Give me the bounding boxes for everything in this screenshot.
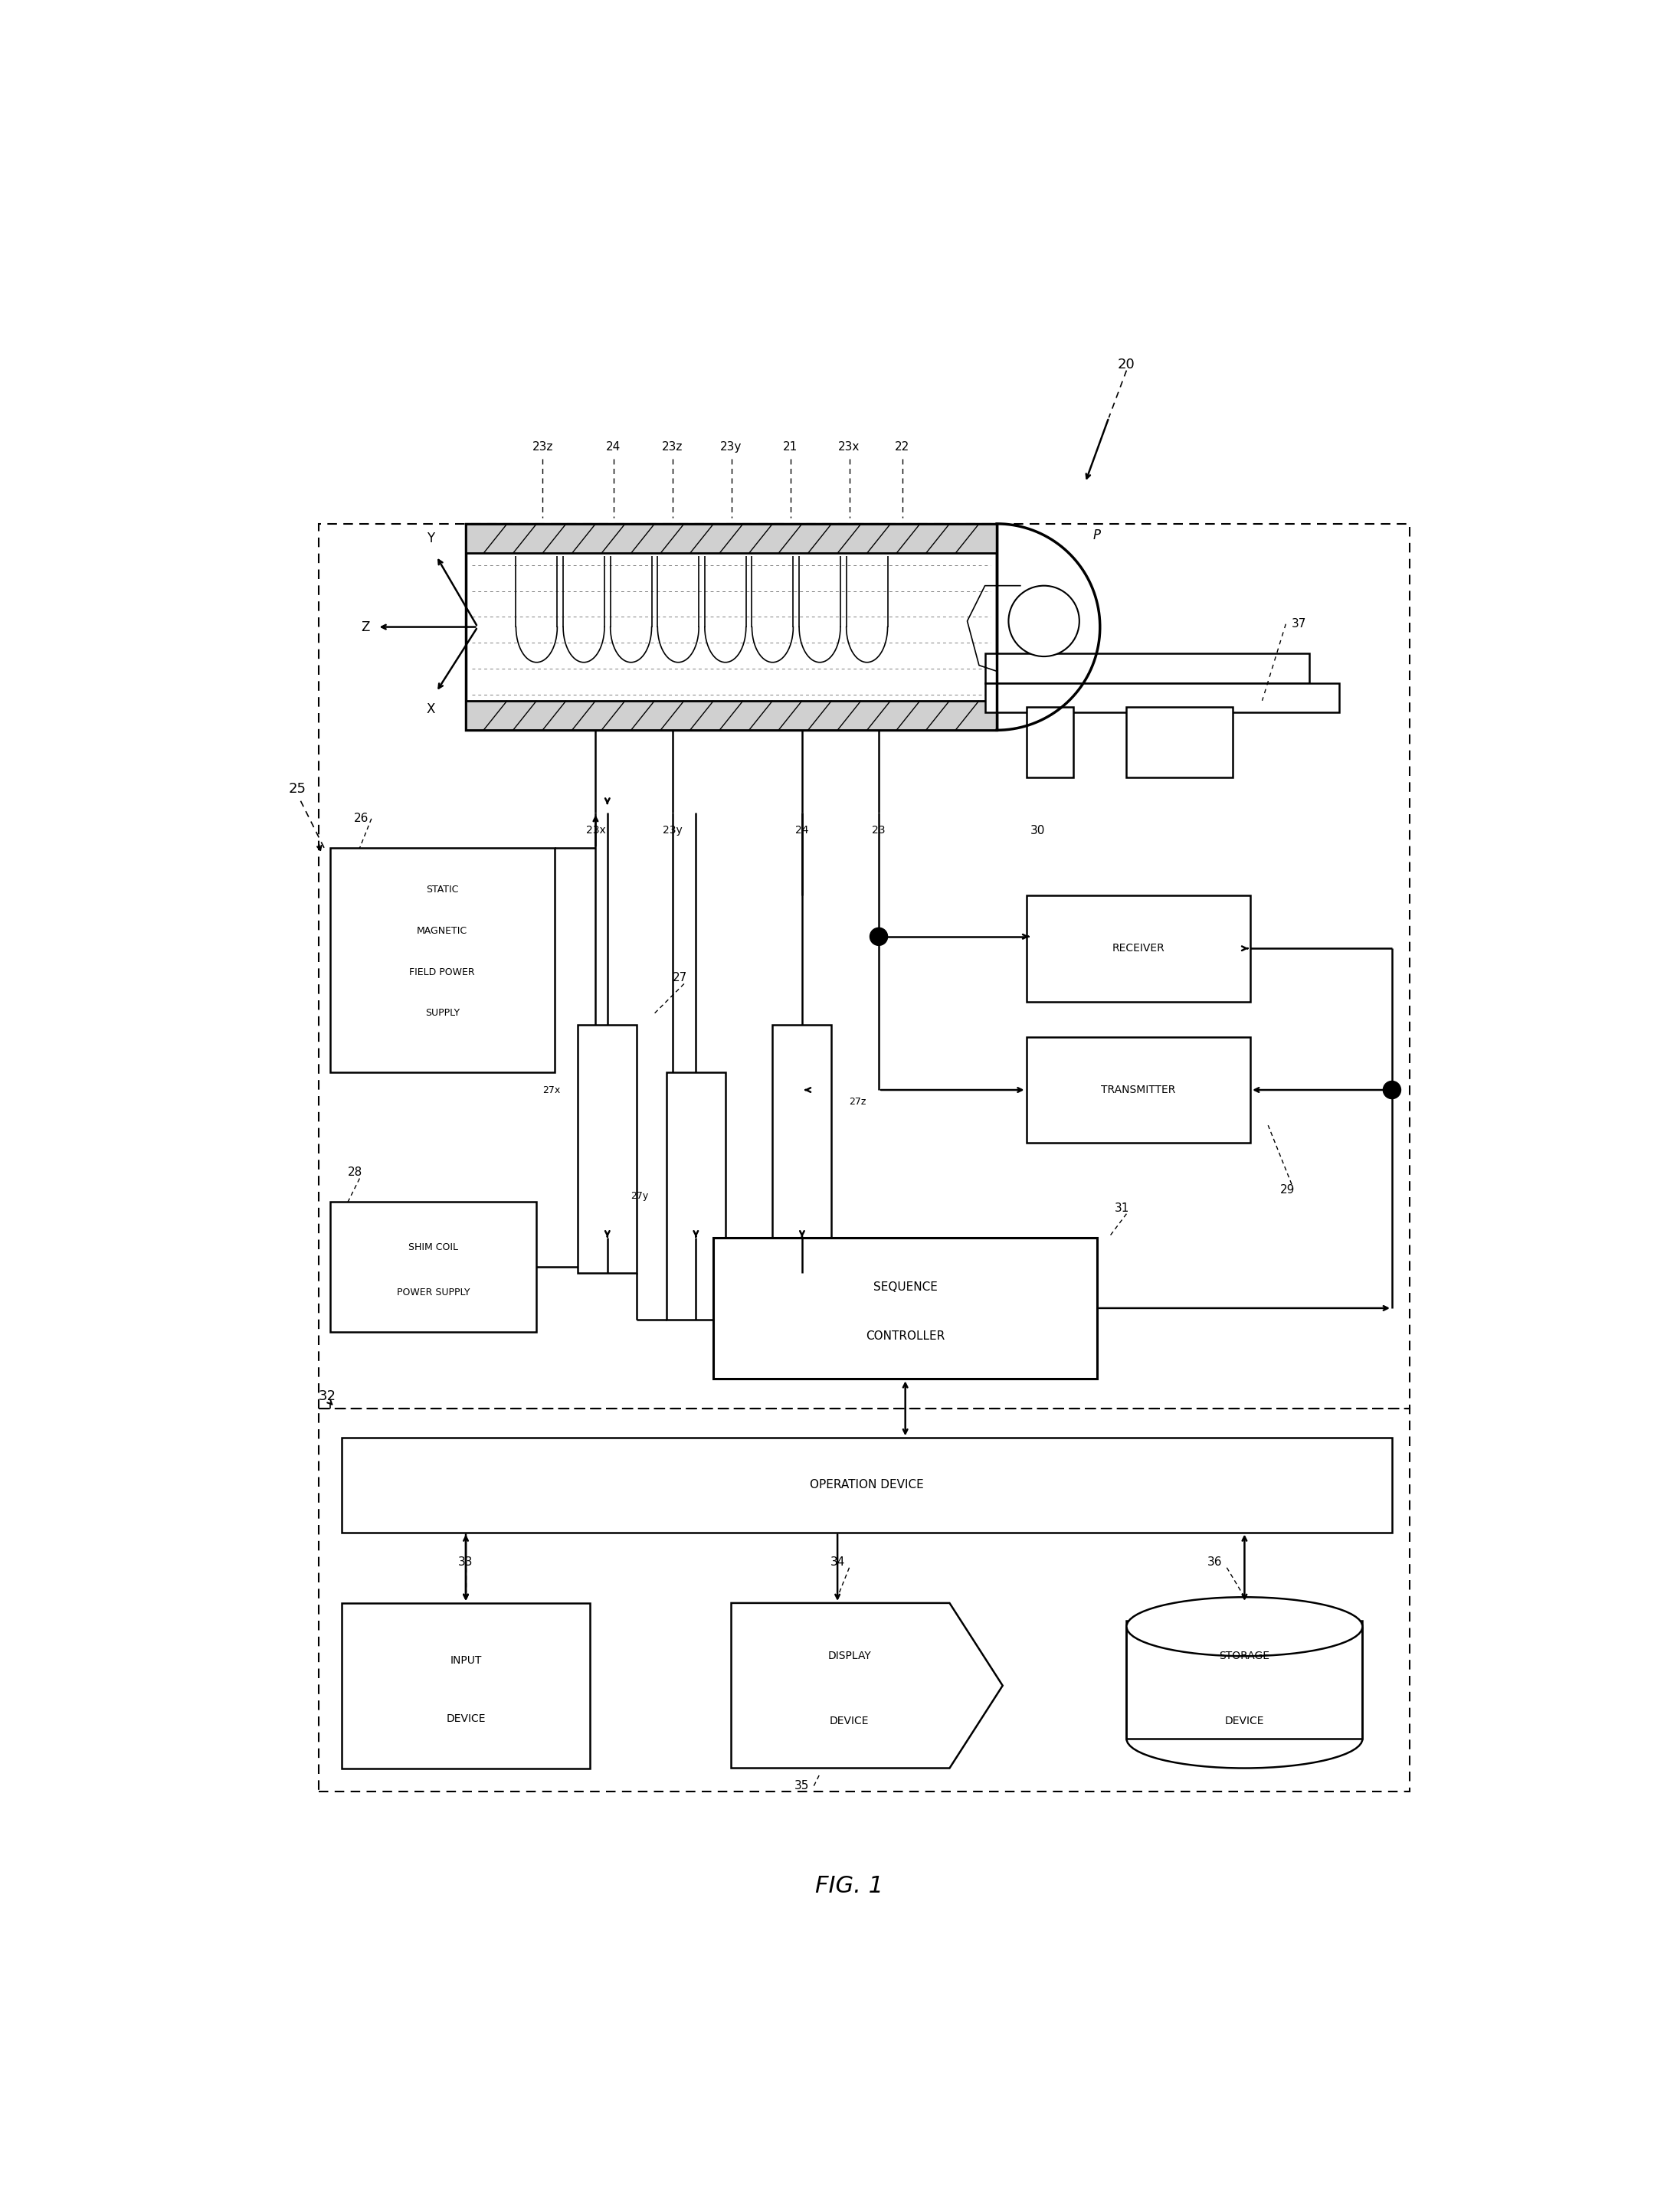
Text: DEVICE: DEVICE [446,1714,486,1723]
Text: TRANSMITTER: TRANSMITTER [1102,1084,1175,1095]
Text: P: P [1093,529,1102,542]
Bar [1027,1037,1250,1144]
Text: 25: 25 [290,783,306,796]
Bar [985,653,1310,684]
Text: 24: 24 [606,442,621,453]
Text: 36: 36 [1208,1555,1223,1568]
Bar [341,1604,589,1767]
Text: POWER SUPPLY: POWER SUPPLY [396,1287,469,1298]
Bar [1027,896,1250,1002]
Bar [329,1201,536,1332]
Polygon shape [730,1604,1003,1767]
Text: SHIM COIL: SHIM COIL [408,1243,458,1252]
Text: X: X [426,703,434,717]
Text: 32: 32 [318,1389,336,1402]
Text: DEVICE: DEVICE [1225,1717,1265,1725]
Bar [714,1237,1097,1378]
Text: 27x: 27x [542,1084,561,1095]
Text: STORAGE: STORAGE [1220,1650,1270,1661]
Text: 35: 35 [795,1781,809,1792]
Bar [666,1073,726,1321]
Text: MAGNETIC: MAGNETIC [418,925,468,936]
Bar [329,847,554,1073]
Bar [466,524,997,553]
Text: 33: 33 [458,1555,473,1568]
Text: DISPLAY: DISPLAY [827,1650,870,1661]
Text: Y: Y [426,531,434,546]
Text: 27: 27 [672,971,687,984]
Bar [1127,1621,1363,1739]
Circle shape [870,927,887,945]
Text: 23z: 23z [662,442,682,453]
Text: INPUT: INPUT [449,1655,481,1666]
Circle shape [1008,586,1080,657]
Text: Z: Z [361,619,369,635]
Text: CONTROLLER: CONTROLLER [865,1332,945,1343]
Text: 21: 21 [782,442,797,453]
Bar [341,1438,1393,1533]
Text: 23x: 23x [839,442,860,453]
Text: 23x: 23x [586,825,606,836]
Text: 34: 34 [830,1555,845,1568]
Text: 27z: 27z [849,1097,867,1106]
Bar [985,684,1340,712]
Text: 27y: 27y [631,1190,649,1201]
Text: FIELD POWER: FIELD POWER [409,967,474,978]
Text: 24: 24 [795,825,809,836]
Text: SEQUENCE: SEQUENCE [874,1281,937,1292]
Bar [772,1024,832,1272]
Text: STATIC: STATIC [426,885,459,894]
Text: 31: 31 [1115,1201,1130,1214]
Text: FIG. 1: FIG. 1 [815,1876,884,1898]
Text: 23: 23 [872,825,885,836]
Text: 37: 37 [1291,619,1306,630]
Text: DEVICE: DEVICE [830,1717,869,1725]
Text: 20: 20 [1118,358,1135,372]
Text: 26: 26 [354,812,369,825]
Text: 23z: 23z [532,442,552,453]
Text: SUPPLY: SUPPLY [424,1009,459,1018]
Bar [1027,706,1073,776]
Text: OPERATION DEVICE: OPERATION DEVICE [810,1480,924,1491]
Bar [466,524,997,730]
Text: RECEIVER: RECEIVER [1112,942,1165,953]
Text: 29: 29 [1280,1183,1295,1197]
Ellipse shape [1127,1597,1363,1657]
Text: 30: 30 [1030,825,1045,836]
Bar [318,524,1409,1409]
Text: 28: 28 [348,1166,363,1179]
Circle shape [1383,1082,1401,1099]
Text: 23y: 23y [662,825,682,836]
Bar [466,701,997,730]
Text: 22: 22 [895,442,910,453]
Bar [577,1024,637,1272]
Bar [318,1409,1409,1792]
Text: 23y: 23y [721,442,742,453]
Bar [1127,706,1233,776]
